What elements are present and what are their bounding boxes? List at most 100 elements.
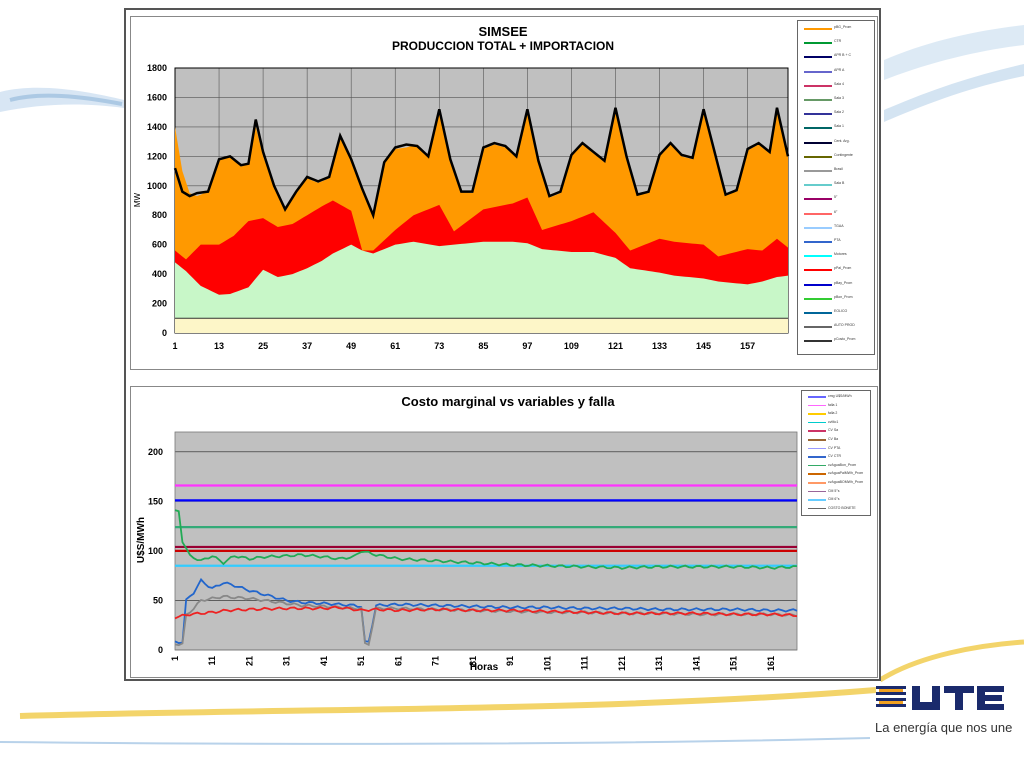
legend-swatch <box>804 312 832 314</box>
legend-swatch <box>804 141 832 144</box>
x-tick-label: 25 <box>258 341 268 351</box>
x-tick-label: 1 <box>170 656 180 661</box>
plot-area <box>175 432 797 650</box>
production-legend: pBG_Prom CTR APR B + C APR A Sala 4 Sala 3 Sal… <box>797 20 875 355</box>
x-tick-label: 49 <box>346 341 356 351</box>
legend-label: falla 2 <box>828 411 838 416</box>
legend-swatch <box>804 297 832 300</box>
legend-swatch <box>808 473 826 475</box>
x-tick-label: 11 <box>207 656 217 666</box>
line-series-6 <box>174 509 798 570</box>
x-tick-label: 21 <box>244 656 254 666</box>
legend-swatch <box>804 28 832 30</box>
x-tick-label: 97 <box>522 341 532 351</box>
legend-swatch <box>804 84 832 87</box>
line-series-9 <box>174 605 798 620</box>
legend-swatch <box>804 56 832 59</box>
y-tick-label: 1600 <box>147 92 167 102</box>
line-series-7 <box>174 577 798 644</box>
legend-swatch <box>808 447 826 450</box>
legend-label: COSTO BONETE <box>828 505 856 510</box>
legend-label: pBay_Prom <box>834 280 853 285</box>
legend-swatch <box>804 212 832 215</box>
y-tick-label: 0 <box>158 645 163 655</box>
legend-label: CV Sa <box>828 428 839 433</box>
legend-swatch <box>808 439 826 441</box>
chart-title: Costo marginal vs variables y falla <box>401 394 615 409</box>
y-tick-labels: 0 50 100 150 200 <box>148 447 163 655</box>
legend-swatch <box>804 226 832 229</box>
legend-swatch <box>804 283 832 286</box>
legend-label: Sala 1 <box>834 124 844 129</box>
legend-label: pPal_Prom <box>834 266 852 271</box>
legend-label: Brasil <box>834 167 843 171</box>
x-tick-label: 81 <box>468 656 478 666</box>
x-tick-label: 121 <box>608 341 623 351</box>
legend-label: Sala 3 <box>834 96 844 100</box>
x-tick-label: 145 <box>696 341 711 351</box>
x-tick-label: 13 <box>214 341 224 351</box>
legend-swatch <box>804 326 832 329</box>
legend-label: pCosto_Prom <box>834 337 856 342</box>
x-axis-label: Horas <box>470 662 499 673</box>
legend-swatch <box>808 507 826 510</box>
y-tick-label: 1000 <box>147 181 167 191</box>
legend-swatch <box>804 184 832 187</box>
legend-label: Sala B <box>834 181 845 186</box>
area-series-1 <box>175 241 788 333</box>
y-tick-label: 150 <box>148 496 163 506</box>
y-tick-label: 100 <box>148 546 163 556</box>
legend-swatch <box>804 70 832 73</box>
legend-swatch <box>804 42 832 45</box>
y-tick-label: 1200 <box>147 151 167 161</box>
legend-swatch <box>808 490 826 493</box>
legend-label: Sala 2 <box>834 110 844 115</box>
legend-swatch <box>808 456 826 458</box>
x-tick-label: 61 <box>393 656 403 666</box>
y-tick-label: 50 <box>153 595 163 605</box>
legend-label: cvMo1 <box>828 419 839 424</box>
y-axis-label: MW <box>133 192 142 207</box>
x-tick-label: 141 <box>691 656 701 671</box>
y-axis-label: U$S/MWh <box>136 517 147 563</box>
legend-label: EOLICO <box>834 309 848 313</box>
legend-swatch <box>804 269 832 272</box>
chart-subtitle: PRODUCCION TOTAL + IMPORTACION <box>392 39 614 53</box>
legend-swatch <box>804 127 832 130</box>
area-series <box>173 107 790 333</box>
legend-swatch <box>804 340 832 343</box>
plot-border <box>174 431 798 651</box>
legend-swatch <box>808 413 826 415</box>
total-line <box>173 107 790 220</box>
legend-swatch <box>804 113 832 116</box>
x-tick-label: 111 <box>580 656 590 670</box>
area-series-0 <box>175 318 788 333</box>
y-tick-label: 600 <box>152 240 167 250</box>
y-tick-label: 400 <box>152 269 167 279</box>
legend-label: Cent. Arg. <box>834 138 850 143</box>
x-tick-label: 71 <box>431 656 441 666</box>
legend-label: TGAA <box>834 223 844 228</box>
legend-swatch <box>808 404 826 407</box>
x-tick-label: 151 <box>729 656 739 671</box>
legend-label: PTA <box>834 238 841 242</box>
y-tick-label: 1800 <box>147 63 167 73</box>
line-series <box>174 484 798 647</box>
x-tick-label: 109 <box>564 341 579 351</box>
legend-swatch <box>808 499 826 501</box>
legend-label: APR A <box>834 67 845 72</box>
x-tick-label: 121 <box>617 656 627 671</box>
legend-label: cvAguaBOMWh_Prom <box>828 480 864 484</box>
legend-label: 6° <box>834 209 838 214</box>
legend-label: APR B + C <box>834 53 852 58</box>
legend-label: CV Ba <box>828 437 839 441</box>
cost-legend: cmg U$S/MWh falla 1 falla 2 cvMo1 CV Sa CV Ba… <box>801 390 871 516</box>
legend-label: CV CTR <box>828 454 842 459</box>
legend-label: CM 5°s <box>828 488 840 493</box>
x-tick-label: 1 <box>172 341 177 351</box>
legend-swatch <box>804 241 832 243</box>
legend-swatch <box>804 170 832 172</box>
legend-label: pBG_Prom <box>834 25 852 29</box>
